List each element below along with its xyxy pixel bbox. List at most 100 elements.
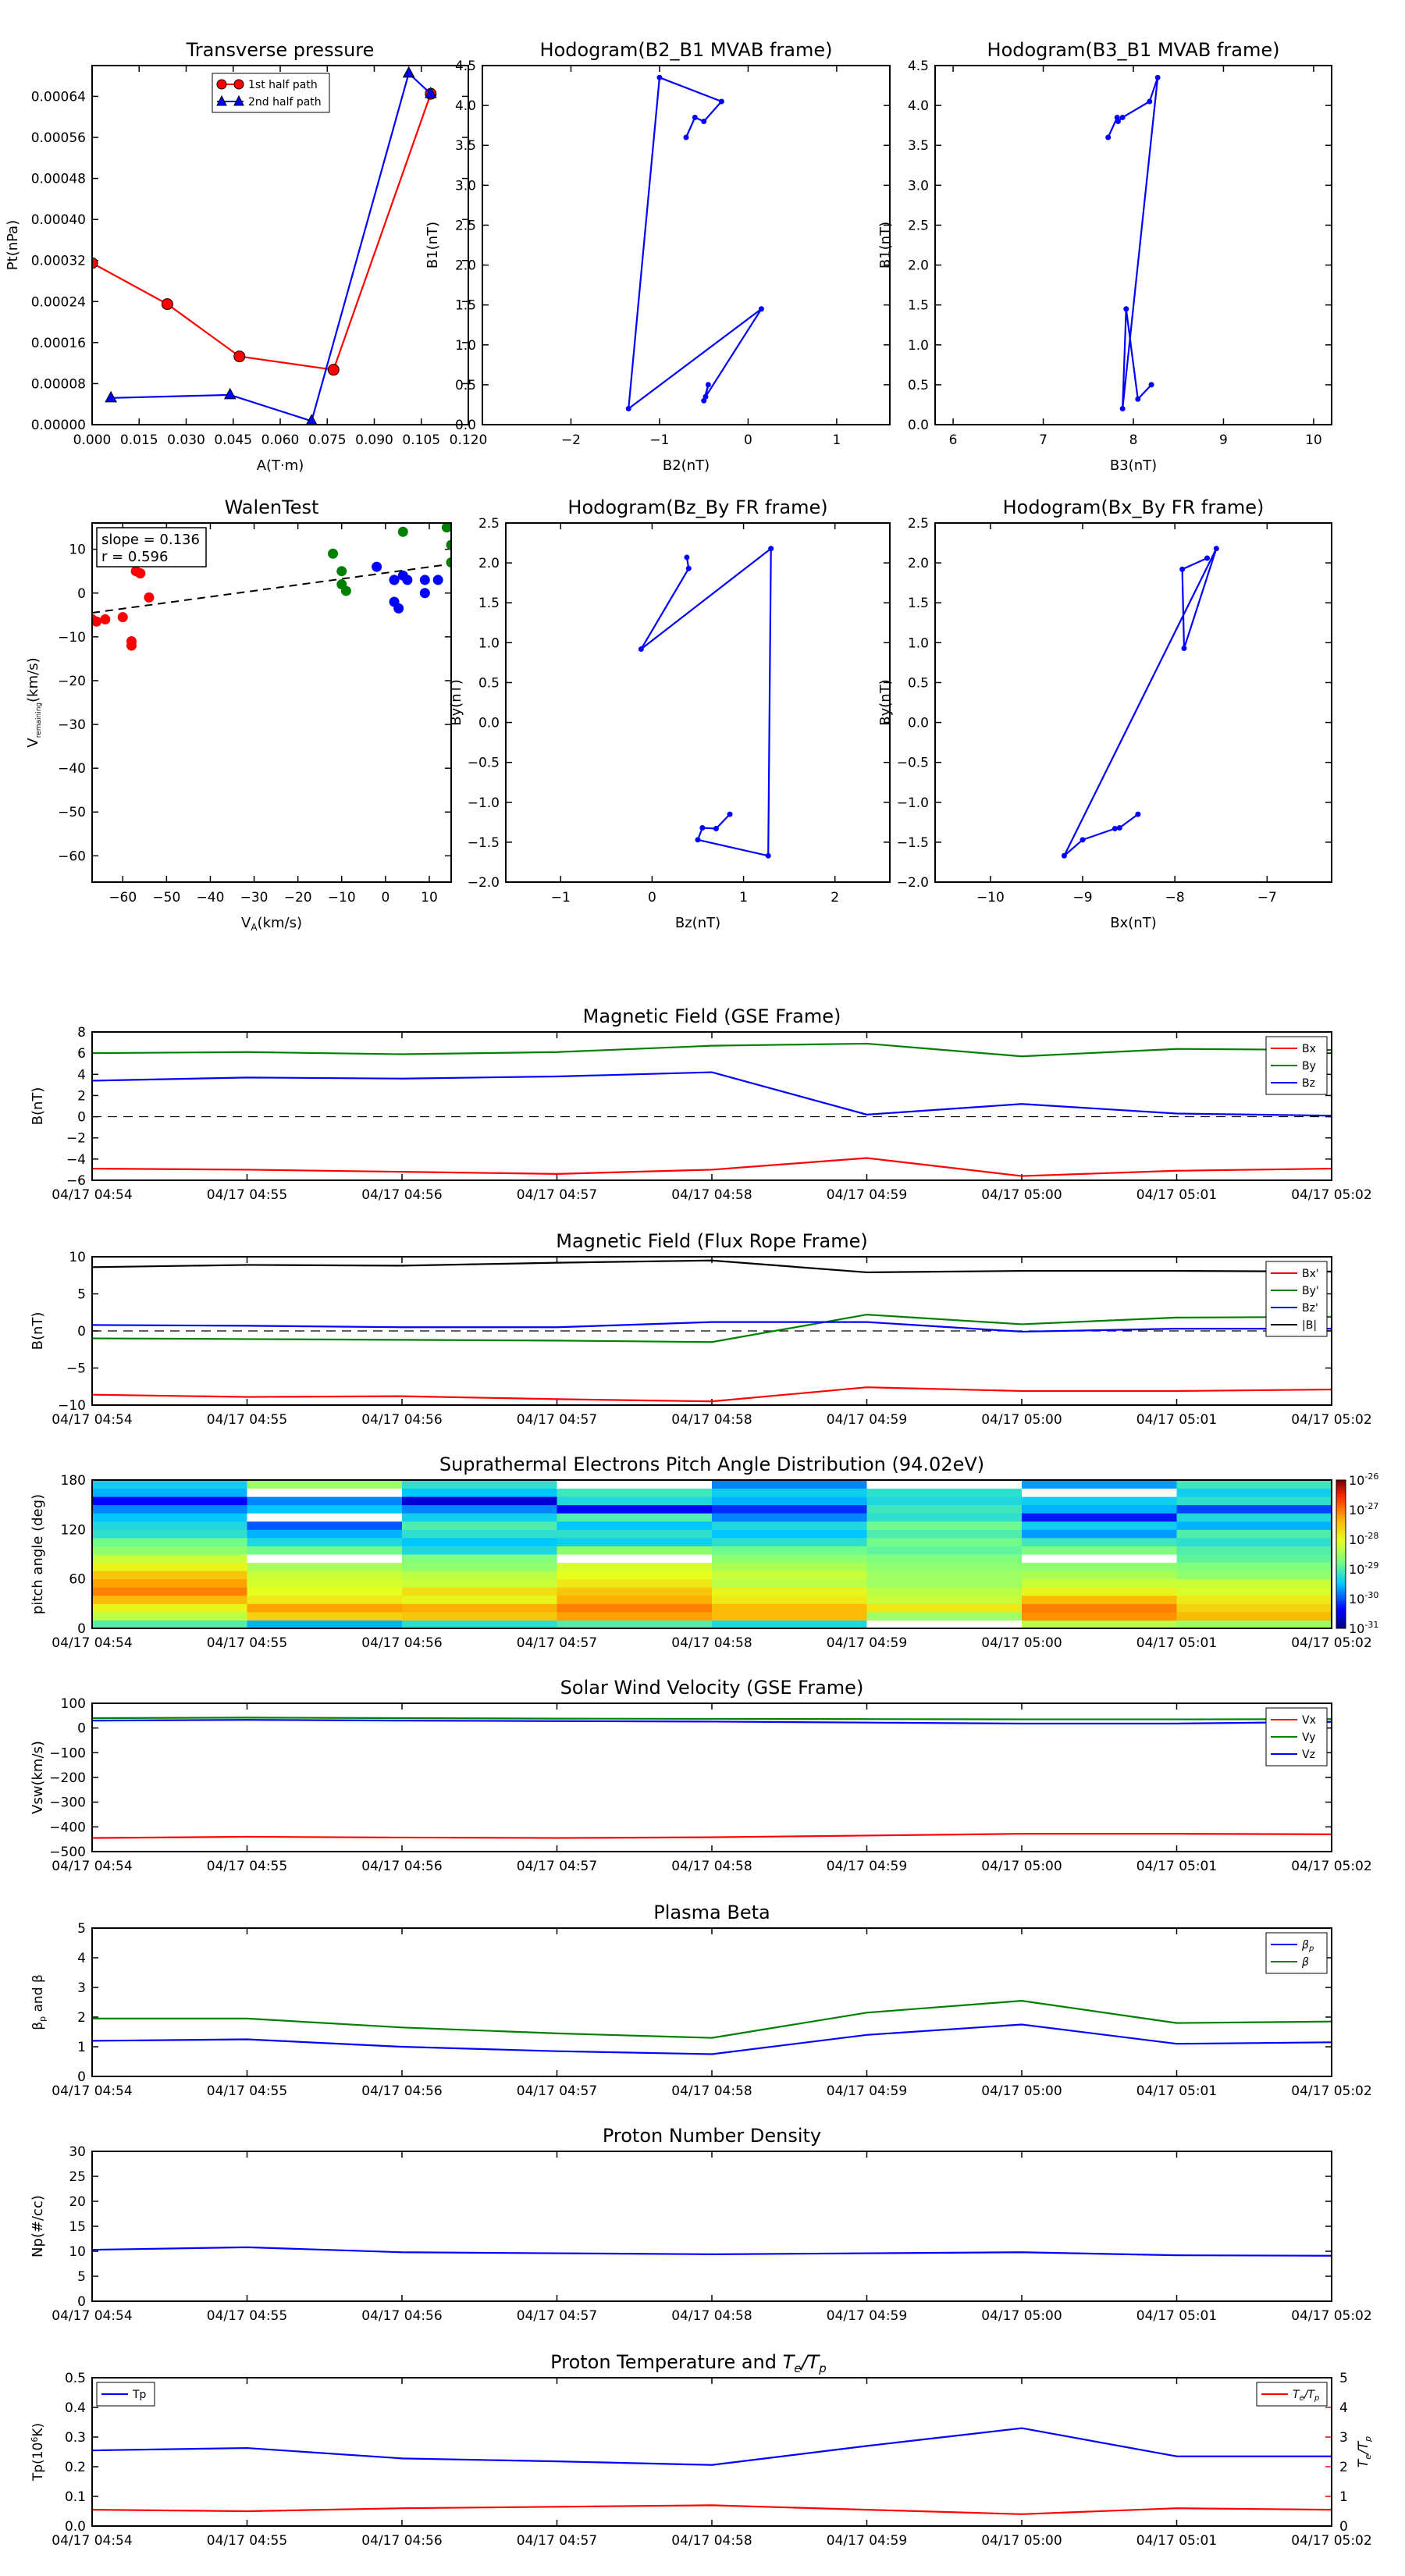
y-axis-label: Tp(106K) (30, 2423, 46, 2482)
plot-data (92, 1717, 1332, 1839)
colorbar-segment (1336, 1618, 1346, 1621)
y-axis-label: B1(nT) (425, 222, 441, 269)
heatmap-cell (712, 1595, 867, 1604)
heatmap-cell (1022, 1611, 1177, 1621)
colorbar-tick-label: 10-28 (1349, 1531, 1378, 1547)
x-tick-label: 04/17 04:57 (517, 2533, 597, 2549)
x-tick-label: 04/17 04:54 (52, 1859, 132, 1874)
y-tick-label: −500 (49, 1845, 86, 1860)
data-point (397, 526, 408, 537)
heatmap-cell (92, 1595, 247, 1604)
heatmap-cell (1022, 1513, 1177, 1522)
legend-label: β (1301, 1956, 1309, 1969)
x-tick-label: 04/17 05:00 (981, 1635, 1062, 1651)
y-tick-label: −0.5 (468, 756, 500, 771)
colorbar-segment (1336, 1525, 1346, 1528)
colorbar-tick-exponent: -30 (1364, 1590, 1378, 1600)
series-line-0 (92, 2246, 1332, 2257)
heatmap-cell (712, 1587, 867, 1596)
heatmap-cell (557, 1496, 713, 1506)
x-tick-label: 04/17 05:01 (1136, 1635, 1217, 1651)
y-tick-label: −60 (58, 849, 86, 864)
y-axis-label-unit: (km/s) (25, 657, 41, 702)
y-tick-label: 5 (77, 1921, 86, 1937)
heatmap-cell (1022, 1587, 1177, 1596)
x-tick-label: −30 (240, 890, 269, 906)
data-point (340, 585, 351, 596)
y-tick-label: 0.0 (908, 716, 929, 731)
plot-data (92, 1042, 1332, 1177)
x-tick-label: 04/17 05:00 (981, 2533, 1062, 2549)
colorbar-segment (1336, 1551, 1346, 1555)
density-chart: Proton Number Density Np(#/cc) 0 5 10 15 20 25 3… (30, 2125, 1372, 2324)
y-tick-label: 0 (77, 2294, 86, 2310)
colorbar-segment (1336, 1521, 1346, 1525)
x-tick-label: 04/17 04:56 (361, 2083, 442, 2099)
data-point (446, 539, 451, 550)
y-tick-label: 30 (69, 2144, 86, 2160)
heatmap-cell (557, 1554, 713, 1564)
plot-data (1061, 546, 1219, 859)
heatmap-cell (557, 1480, 713, 1489)
heatmap-cell (557, 1587, 713, 1596)
series-line-2 (92, 1719, 1332, 1725)
x-tick-label: 04/17 04:58 (671, 1412, 752, 1428)
y-tick-label: 0.0 (65, 2519, 86, 2535)
y-tick-label: 1 (77, 2040, 86, 2055)
y-axis-label: B1(nT) (877, 222, 894, 269)
x-tick-label: 0 (381, 890, 389, 906)
heatmap-cell (557, 1595, 713, 1604)
x-tick-label: −10 (328, 890, 356, 906)
heatmap-cell (402, 1562, 557, 1571)
heatmap-cell (866, 1578, 1023, 1588)
colorbar-segment (1336, 1487, 1346, 1491)
heatmap-cell (247, 1529, 403, 1539)
x-tick-label: −1 (649, 432, 669, 448)
legend-label: Bz (1302, 1077, 1315, 1090)
heatmap-cell (866, 1620, 1023, 1628)
y-tick-label: 4.0 (455, 98, 476, 114)
legend-label-sub: e (1300, 2394, 1304, 2403)
heatmap-cell (712, 1571, 867, 1580)
colorbar-segment (1336, 1561, 1346, 1565)
heatmap-cell (1176, 1595, 1332, 1604)
y-tick-label: 0.0 (478, 716, 500, 731)
heatmap-cell (247, 1571, 403, 1580)
x-tick-label: 04/17 05:00 (981, 2308, 1062, 2324)
x-tick-label: 0.015 (120, 432, 158, 448)
heatmap-cell (712, 1521, 867, 1530)
y-tick-label: 1.5 (908, 298, 929, 314)
data-point (233, 350, 246, 363)
data-point (702, 393, 709, 400)
chart-title: Plasma Beta (653, 1902, 770, 1923)
heatmap-cell (1176, 1578, 1332, 1588)
x-tick-label: 04/17 04:57 (517, 2308, 597, 2324)
series-line-1 (92, 1717, 1332, 1720)
x-tick-label: 04/17 04:58 (671, 1187, 752, 1203)
plot-data (92, 1259, 1332, 1403)
x-tick-label: 0.090 (355, 432, 393, 448)
x-tick-label: 04/17 05:02 (1291, 1859, 1371, 1874)
data-point (144, 592, 155, 603)
legend-label: By' (1302, 1285, 1319, 1297)
colorbar-segment (1336, 1601, 1346, 1604)
colorbar-segment (1336, 1519, 1346, 1523)
data-point (695, 837, 701, 843)
legend-label: Tp (132, 2389, 147, 2401)
data-point (1147, 98, 1153, 105)
y-tick-label: −20 (58, 674, 86, 689)
series-line-0 (1063, 548, 1218, 857)
y-tick-label: −100 (49, 1745, 86, 1761)
y-tick-label: 10 (69, 543, 86, 558)
heatmap-cell (1022, 1529, 1177, 1539)
magfield_gse-chart: Magnetic Field (GSE Frame) B(nT) −6 −4 −2 0 2 4… (30, 1005, 1372, 1203)
heatmap-cell (866, 1529, 1023, 1539)
data-point (92, 257, 98, 269)
data-point (656, 74, 663, 80)
series-line-0 (92, 1386, 1332, 1403)
x-tick-label: 04/17 05:02 (1291, 2533, 1371, 2549)
series-line-1 (111, 71, 432, 422)
y-tick-label: 3.0 (908, 178, 929, 194)
heatmap-cell (1176, 1537, 1332, 1546)
plot-frame (91, 2377, 1332, 2527)
